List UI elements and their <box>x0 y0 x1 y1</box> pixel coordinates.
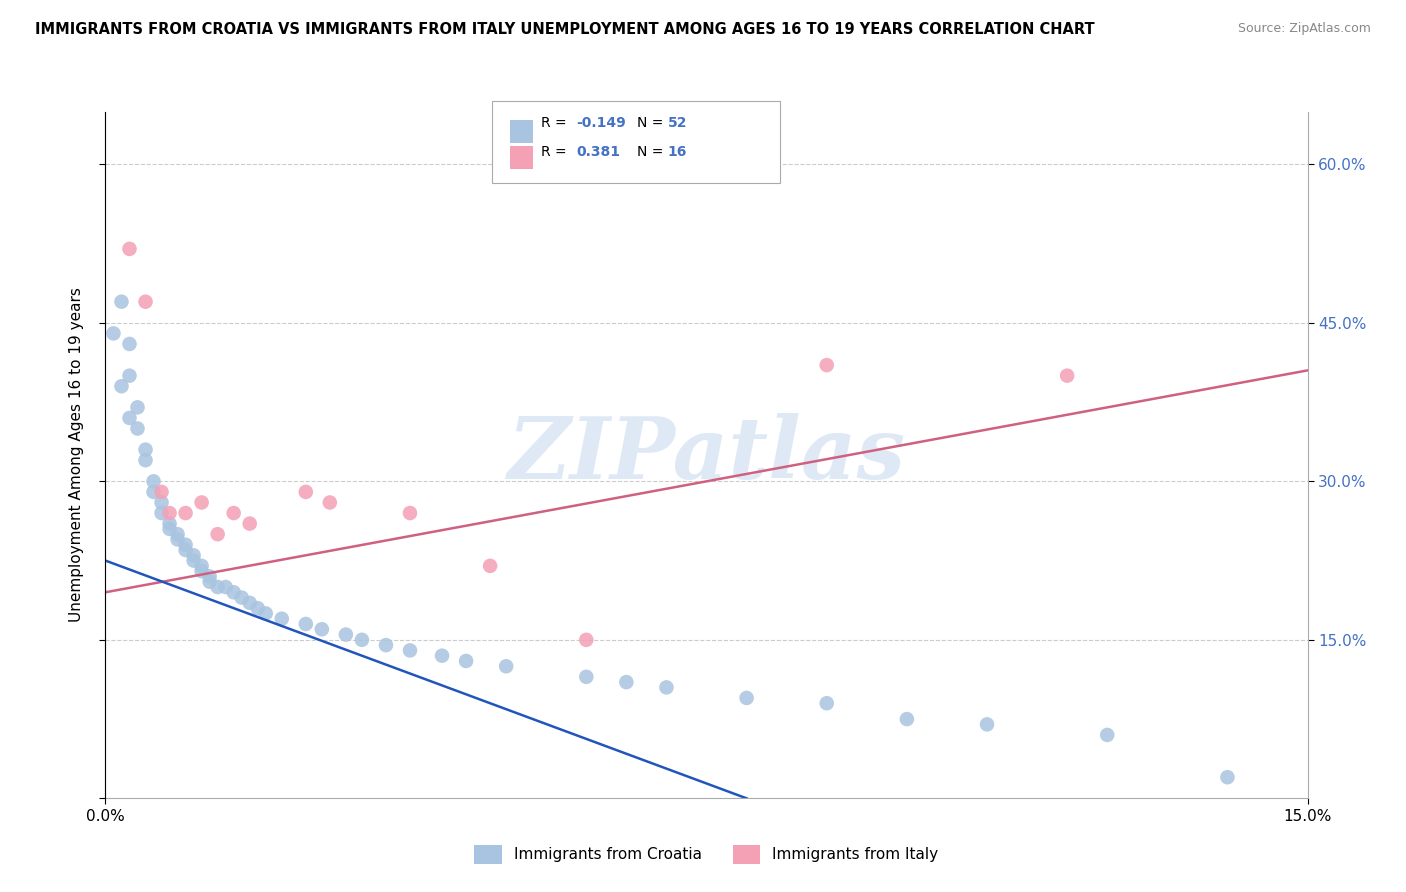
Point <box>815 358 838 372</box>
Point <box>118 337 141 351</box>
Point <box>135 294 157 309</box>
Point <box>399 643 422 657</box>
Point <box>495 659 517 673</box>
Point <box>174 543 197 558</box>
Point <box>430 648 453 663</box>
Point <box>335 627 357 641</box>
Point <box>254 607 277 621</box>
Point <box>118 242 141 256</box>
Point <box>118 411 141 425</box>
Point <box>159 516 181 531</box>
Text: -0.149: -0.149 <box>576 116 626 130</box>
Point <box>222 585 245 599</box>
Point <box>222 506 245 520</box>
Point <box>118 368 141 383</box>
Point <box>239 596 262 610</box>
Point <box>311 622 333 636</box>
Point <box>150 484 173 499</box>
Text: Source: ZipAtlas.com: Source: ZipAtlas.com <box>1237 22 1371 36</box>
Point <box>815 696 838 710</box>
Text: R =: R = <box>541 116 571 130</box>
Point <box>350 632 373 647</box>
Text: 52: 52 <box>668 116 688 130</box>
Point <box>976 717 998 731</box>
Point <box>1216 770 1239 784</box>
Point <box>190 495 212 509</box>
Point <box>110 294 132 309</box>
Y-axis label: Unemployment Among Ages 16 to 19 years: Unemployment Among Ages 16 to 19 years <box>69 287 84 623</box>
Point <box>150 495 173 509</box>
Point <box>214 580 236 594</box>
Point <box>198 574 221 589</box>
Point <box>735 690 758 705</box>
Point <box>896 712 918 726</box>
Point <box>655 681 678 695</box>
Point <box>1056 368 1078 383</box>
Point <box>174 506 197 520</box>
Point <box>246 601 269 615</box>
Point <box>616 675 638 690</box>
Point <box>454 654 477 668</box>
Text: ZIPatlas: ZIPatlas <box>508 413 905 497</box>
Point <box>135 453 157 467</box>
Point <box>190 564 212 578</box>
Point <box>207 580 229 594</box>
Point <box>142 484 165 499</box>
Point <box>159 522 181 536</box>
Point <box>575 670 598 684</box>
Point <box>270 612 292 626</box>
Point <box>1097 728 1119 742</box>
Text: IMMIGRANTS FROM CROATIA VS IMMIGRANTS FROM ITALY UNEMPLOYMENT AMONG AGES 16 TO 1: IMMIGRANTS FROM CROATIA VS IMMIGRANTS FR… <box>35 22 1095 37</box>
Point <box>159 506 181 520</box>
Point <box>103 326 125 341</box>
Point <box>135 442 157 457</box>
Point <box>150 506 173 520</box>
Point <box>190 558 212 573</box>
Point <box>231 591 253 605</box>
Text: N =: N = <box>637 145 668 159</box>
Point <box>183 549 205 563</box>
Point <box>207 527 229 541</box>
Point <box>295 484 318 499</box>
Text: R =: R = <box>541 145 571 159</box>
Point <box>295 617 318 632</box>
Point <box>374 638 398 652</box>
Point <box>174 538 197 552</box>
Point <box>166 533 188 547</box>
Point <box>198 569 221 583</box>
Point <box>479 558 502 573</box>
Point <box>110 379 132 393</box>
Text: N =: N = <box>637 116 668 130</box>
Legend: Immigrants from Croatia, Immigrants from Italy: Immigrants from Croatia, Immigrants from… <box>468 838 945 870</box>
Point <box>127 421 149 435</box>
Point <box>127 401 149 415</box>
Point <box>575 632 598 647</box>
Point <box>239 516 262 531</box>
Point <box>183 553 205 567</box>
Point <box>166 527 188 541</box>
Point <box>399 506 422 520</box>
Text: 0.381: 0.381 <box>576 145 620 159</box>
Point <box>319 495 342 509</box>
Text: 16: 16 <box>668 145 688 159</box>
Point <box>142 475 165 489</box>
